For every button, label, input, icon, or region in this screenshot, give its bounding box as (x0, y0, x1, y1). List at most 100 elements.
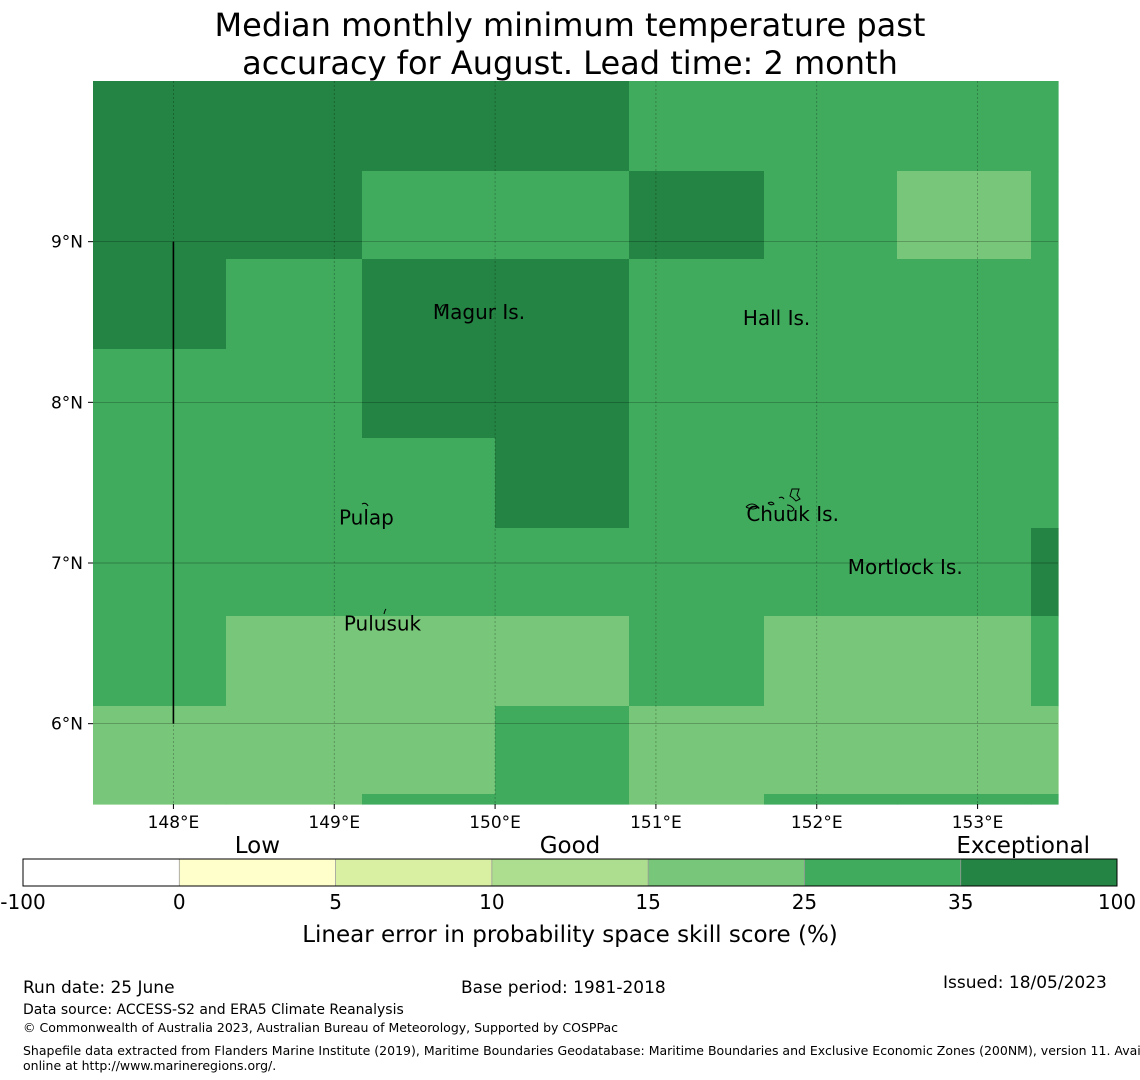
colorbar-segment (179, 859, 336, 886)
colorbar-tick-label: 25 (792, 890, 817, 914)
skill-cell (362, 706, 496, 795)
skill-cell (1031, 528, 1059, 617)
skill-cell (764, 706, 898, 795)
colorbar-tick-label: 15 (635, 890, 660, 914)
skill-cell (764, 171, 898, 260)
skill-grid (93, 81, 1059, 805)
place-label: Pulusuk (344, 611, 422, 635)
skill-cell (629, 706, 765, 795)
base-period: Base period: 1981-2018 (461, 978, 666, 998)
skill-cell (897, 171, 1032, 260)
legend-category-label: Exceptional (956, 833, 1090, 859)
colorbar-title: Linear error in probability space skill … (302, 922, 838, 948)
issued-date: Issued: 18/05/2023 (943, 973, 1107, 993)
skill-cell (764, 259, 898, 350)
skill-cell (226, 259, 363, 350)
colorbar-segment (960, 859, 1118, 886)
skill-cell (764, 81, 898, 172)
skill-cell (764, 349, 898, 439)
legend-colorbar: -100 0 5 10 15 25 35 100 Low Good Exceptional Linea… (0, 833, 1136, 948)
legend-category-label: Good (540, 833, 601, 859)
data-source: Data source: ACCESS-S2 and ERA5 Climate … (23, 1002, 404, 1018)
x-tick-label: 150°E (469, 813, 521, 833)
y-tick-label: 9°N (51, 233, 83, 253)
skill-cell (93, 81, 227, 172)
island-outline (767, 501, 775, 506)
longitude-ticks: 148°E 149°E 150°E 151°E 152°E 153°E (148, 804, 1004, 833)
skill-cell (226, 528, 363, 617)
skill-cell (629, 528, 765, 617)
skill-cell (1031, 794, 1059, 805)
skill-cell (1031, 81, 1059, 172)
colorbar-tick-label: 10 (479, 890, 504, 914)
island-outlines (361, 304, 912, 615)
colorbar-segment (491, 859, 649, 886)
place-label: Magur Is. (433, 300, 525, 324)
skill-cell (629, 171, 765, 260)
skill-cell (764, 616, 898, 707)
place-label: Mortlock Is. (848, 555, 963, 579)
skill-cell (362, 616, 496, 707)
skill-cell (93, 616, 227, 707)
skill-cell (1031, 259, 1059, 350)
x-tick-label: 149°E (308, 813, 360, 833)
skill-cell (226, 794, 363, 805)
run-date: Run date: 25 June (23, 978, 175, 998)
skill-cell (362, 528, 496, 617)
skill-cell (629, 438, 765, 529)
skill-cell (897, 349, 1032, 439)
colorbar-segment (648, 859, 805, 886)
skill-cell (362, 438, 496, 529)
map-title-line-1: Median monthly minimum temperature past (214, 6, 926, 44)
skill-cell (93, 349, 227, 439)
skill-cell (495, 438, 630, 529)
shapefile-credit-line-2: online at http://www.marineregions.org/. (23, 1058, 277, 1073)
skill-cell (93, 259, 227, 350)
skill-cell (495, 706, 630, 795)
colorbar-tick-label: -100 (0, 890, 45, 914)
y-tick-label: 7°N (51, 554, 83, 574)
skill-cell (897, 81, 1032, 172)
colorbar-segment (335, 859, 493, 886)
skill-cell (93, 171, 227, 260)
skill-cell (897, 259, 1032, 350)
skill-cell (495, 171, 630, 260)
skill-cell (93, 706, 227, 795)
skill-cell (1031, 438, 1059, 529)
skill-cell (495, 616, 630, 707)
skill-cell (226, 349, 363, 439)
skill-cell (629, 616, 765, 707)
skill-cell (897, 794, 1032, 805)
copyright: © Commonwealth of Australia 2023, Austra… (23, 1020, 618, 1035)
skill-cell (226, 706, 363, 795)
x-tick-label: 153°E (952, 813, 1004, 833)
island-outline (745, 503, 759, 510)
place-labels: Magur Is. Hall Is. Pulap Chuuk Is. Mortlock … (339, 300, 963, 636)
shapefile-credit-line-1: Shapefile data extracted from Flanders M… (23, 1043, 1140, 1058)
skill-cell (897, 438, 1032, 529)
skill-cell (93, 794, 227, 805)
skill-cell (226, 438, 363, 529)
skill-cell (362, 349, 496, 439)
skill-cell (1031, 171, 1059, 260)
skill-cell (226, 171, 363, 260)
legend-category-label: Low (235, 833, 280, 859)
colorbar-segment (804, 859, 962, 886)
x-tick-label: 148°E (148, 813, 200, 833)
colorbar-frame (22, 858, 1118, 887)
island-outline (786, 504, 795, 512)
island-outline (789, 488, 801, 502)
skill-cell (495, 794, 630, 805)
skill-cell (629, 81, 765, 172)
skill-cell (764, 794, 898, 805)
skill-cell (764, 528, 898, 617)
colorbar-tick-label: 5 (329, 890, 342, 914)
latitude-ticks: 9°N 8°N 7°N 6°N (51, 233, 93, 735)
skill-cell (629, 349, 765, 439)
skill-cell (226, 616, 363, 707)
skill-cell (495, 259, 630, 350)
skill-cell (629, 259, 765, 350)
skill-cell (93, 528, 227, 617)
skill-cell (897, 616, 1032, 707)
skill-cell (362, 259, 496, 350)
